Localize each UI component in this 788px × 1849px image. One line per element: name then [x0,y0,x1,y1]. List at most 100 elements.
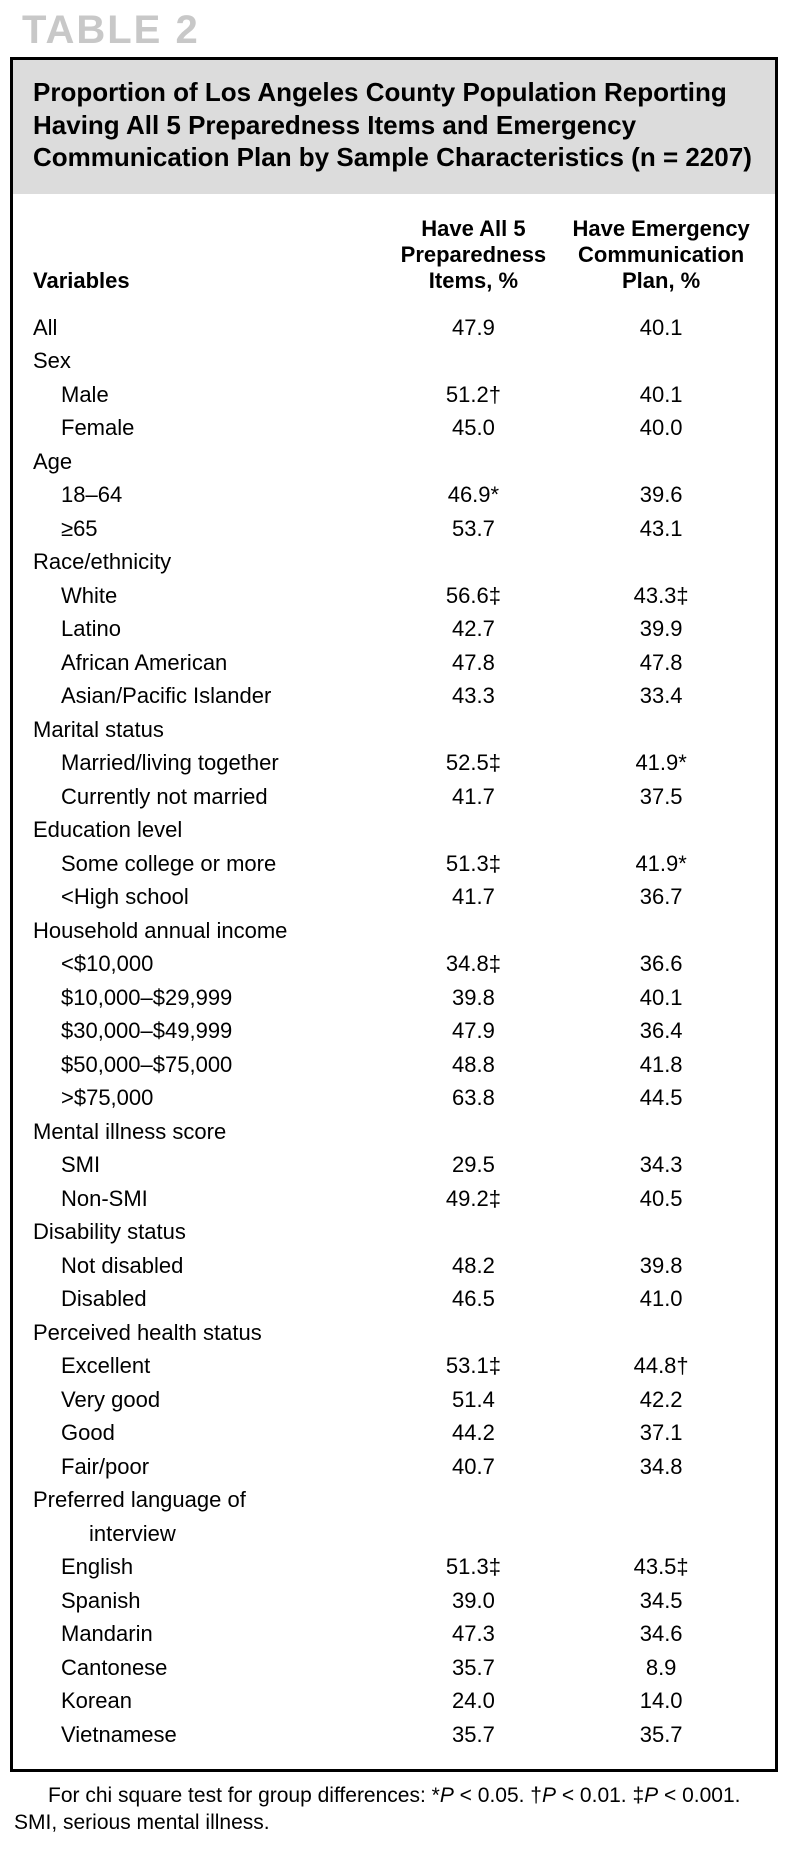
table-row: Mandarin47.334.6 [33,1617,755,1651]
header-col2: Have Emergency Communication Plan, % [567,212,755,311]
variable-cell: Disabled [33,1282,380,1316]
value-cell-1 [380,1115,568,1149]
value-cell-1 [380,713,568,747]
variable-cell: White [33,579,380,613]
table-row: Marital status [33,713,755,747]
value-cell-1: 56.6‡ [380,579,568,613]
table-row: Preferred language of [33,1483,755,1517]
value-cell-2: 44.5 [567,1081,755,1115]
header-variables: Variables [33,212,380,311]
header-col1-l1: Have All 5 [421,216,525,241]
table-row: Cantonese35.7 8.9 [33,1651,755,1685]
variable-cell: All [33,311,380,345]
value-cell-1 [380,1215,568,1249]
value-cell-2: 43.5‡ [567,1550,755,1584]
variable-cell: Good [33,1416,380,1450]
value-cell-1: 40.7 [380,1450,568,1484]
table-row: Sex [33,344,755,378]
value-cell-2 [567,713,755,747]
table-row: Fair/poor40.734.8 [33,1450,755,1484]
table-row: All47.940.1 [33,311,755,345]
variable-cell: Male [33,378,380,412]
value-cell-2: 8.9 [567,1651,755,1685]
value-cell-2: 41.9* [567,746,755,780]
footnote-t3: < 0.01. ‡ [556,1784,644,1807]
variable-cell: English [33,1550,380,1584]
variable-cell: Spanish [33,1584,380,1618]
value-cell-2 [567,914,755,948]
table-row: $30,000–$49,99947.936.4 [33,1014,755,1048]
variable-cell: >$75,000 [33,1081,380,1115]
variable-cell: Not disabled [33,1249,380,1283]
data-table: Variables Have All 5 Preparedness Items,… [33,212,755,1752]
variable-cell: Non-SMI [33,1182,380,1216]
value-cell-1 [380,1483,568,1517]
table-row: Disabled46.541.0 [33,1282,755,1316]
variable-cell: Very good [33,1383,380,1417]
variable-cell: ≥65 [33,512,380,546]
value-cell-2: 40.1 [567,981,755,1015]
table-row: Korean24.014.0 [33,1684,755,1718]
table-title: Proportion of Los Angeles County Populat… [13,60,775,194]
variable-cell: <$10,000 [33,947,380,981]
table-row: African American47.847.8 [33,646,755,680]
variable-cell: Asian/Pacific Islander [33,679,380,713]
value-cell-1: 24.0 [380,1684,568,1718]
value-cell-1: 47.8 [380,646,568,680]
value-cell-1: 41.7 [380,780,568,814]
value-cell-1: 51.4 [380,1383,568,1417]
value-cell-1 [380,545,568,579]
value-cell-2: 47.8 [567,646,755,680]
table-row: Mental illness score [33,1115,755,1149]
value-cell-1: 39.0 [380,1584,568,1618]
variable-cell: Sex [33,344,380,378]
table-row: Female45.040.0 [33,411,755,445]
value-cell-1: 47.3 [380,1617,568,1651]
value-cell-1: 35.7 [380,1651,568,1685]
header-col2-l1: Have Emergency [572,216,749,241]
value-cell-1 [380,1517,568,1551]
table-row: Latino42.739.9 [33,612,755,646]
footnote-p1: P [440,1784,454,1807]
table-row: Perceived health status [33,1316,755,1350]
variable-cell: Korean [33,1684,380,1718]
variable-cell: Fair/poor [33,1450,380,1484]
table-body: Variables Have All 5 Preparedness Items,… [13,194,775,1770]
value-cell-2 [567,1483,755,1517]
variable-cell: Household annual income [33,914,380,948]
variable-cell: Marital status [33,713,380,747]
table-row: <High school41.736.7 [33,880,755,914]
value-cell-1 [380,1316,568,1350]
variable-cell: $50,000–$75,000 [33,1048,380,1082]
value-cell-2: 41.9* [567,847,755,881]
value-cell-2 [567,1115,755,1149]
table-container: TABLE 2 Proportion of Los Angeles County… [0,0,788,1849]
value-cell-2: 37.5 [567,780,755,814]
value-cell-1: 51.3‡ [380,847,568,881]
value-cell-1: 53.7 [380,512,568,546]
table-row: Very good51.442.2 [33,1383,755,1417]
variable-cell: 18–64 [33,478,380,512]
variable-cell: Excellent [33,1349,380,1383]
header-col1-l2: Preparedness [401,242,547,267]
value-cell-2: 40.0 [567,411,755,445]
variable-cell: Cantonese [33,1651,380,1685]
value-cell-2: 35.7 [567,1718,755,1752]
table-row: Disability status [33,1215,755,1249]
table-label: TABLE 2 [0,0,788,57]
table-box: Proportion of Los Angeles County Populat… [10,57,778,1772]
variable-cell: Latino [33,612,380,646]
value-cell-2 [567,1215,755,1249]
value-cell-1 [380,813,568,847]
variable-cell: Preferred language of [33,1483,380,1517]
table-row: Good44.237.1 [33,1416,755,1450]
table-row: Asian/Pacific Islander43.333.4 [33,679,755,713]
value-cell-2: 14.0 [567,1684,755,1718]
value-cell-1: 51.2† [380,378,568,412]
value-cell-1: 48.2 [380,1249,568,1283]
table-row: interview [33,1517,755,1551]
table-row: $10,000–$29,99939.840.1 [33,981,755,1015]
value-cell-2 [567,545,755,579]
value-cell-1: 45.0 [380,411,568,445]
value-cell-1: 41.7 [380,880,568,914]
